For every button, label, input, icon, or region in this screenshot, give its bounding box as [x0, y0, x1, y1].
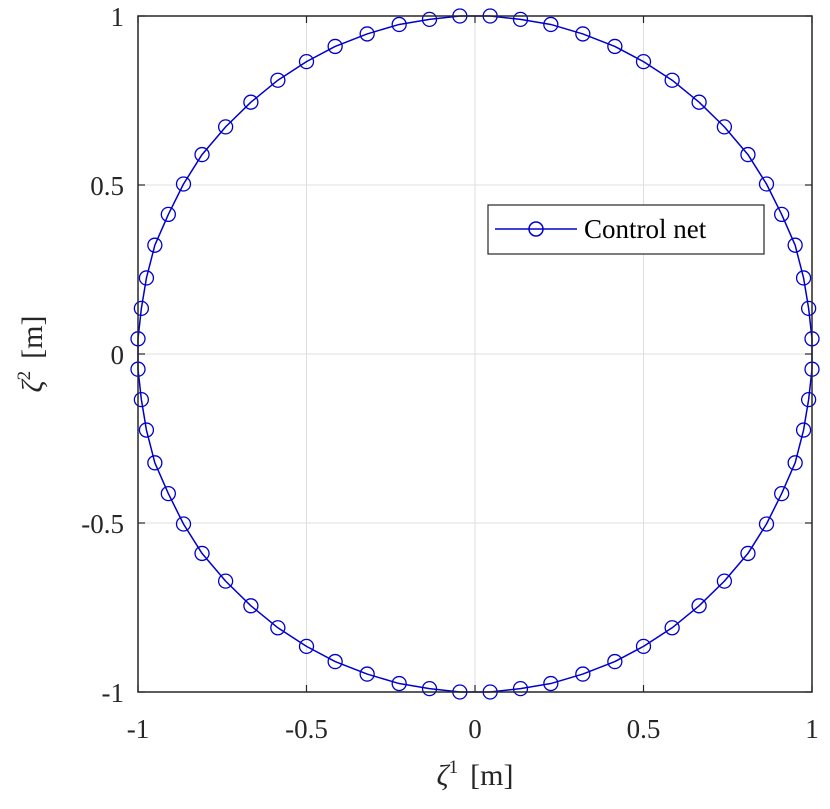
data-point [635, 638, 652, 655]
x-axis-label-unit: [m] [470, 759, 513, 792]
data-point [774, 206, 790, 223]
data-point [607, 38, 623, 55]
x-axis-label-symbol: ζ [437, 759, 451, 792]
data-point [543, 16, 559, 33]
data-point [327, 653, 343, 670]
y-axis-label-sup: 2 [14, 371, 35, 381]
y-axis-label-unit: [m] [16, 316, 49, 359]
data-point [243, 598, 259, 614]
data-point [175, 176, 192, 192]
y-tick-label: -1 [102, 678, 125, 708]
data-point [147, 237, 163, 253]
data-point [138, 270, 155, 286]
data-point [298, 638, 315, 655]
data-point [607, 653, 623, 670]
data-point [740, 146, 756, 163]
data-point [800, 391, 817, 408]
data-point [758, 516, 775, 532]
data-point [175, 516, 192, 532]
data-point [795, 270, 812, 286]
data-point [133, 300, 150, 317]
data-point [160, 485, 176, 502]
data-point [716, 119, 733, 135]
data-point [664, 620, 680, 636]
y-tick-label: -0.5 [81, 509, 124, 539]
data-point [298, 53, 315, 70]
data-point [691, 94, 707, 110]
x-tick-label: -1 [127, 714, 150, 744]
x-axis-label-sup: 1 [449, 757, 459, 778]
data-point [787, 455, 803, 471]
data-point [691, 598, 707, 614]
data-point [217, 573, 234, 589]
data-point [359, 26, 375, 42]
data-point [543, 675, 559, 692]
data-point [243, 94, 259, 110]
data-point [664, 72, 680, 88]
data-point [635, 53, 652, 70]
data-point [716, 573, 733, 589]
legend: Control net [487, 204, 765, 255]
x-axis-label: ζ1 [m] [437, 757, 514, 792]
y-tick-label: 0.5 [90, 171, 124, 201]
x-tick-label: -0.5 [285, 714, 328, 744]
data-point [194, 146, 210, 163]
x-tick-label: 0.5 [627, 714, 661, 744]
x-tick-label: 0 [468, 714, 482, 744]
data-point [512, 11, 529, 28]
y-tick-label: 1 [111, 2, 125, 32]
data-point [787, 237, 803, 253]
y-tick-label: 0 [111, 340, 125, 370]
data-point [575, 666, 591, 682]
data-point [194, 545, 210, 562]
data-point [147, 455, 163, 471]
data-point [160, 206, 176, 223]
data-point [391, 16, 407, 33]
data-point [270, 620, 286, 636]
data-point [327, 38, 343, 55]
ticks [137, 15, 813, 693]
data-point [774, 485, 790, 502]
data-point [421, 680, 438, 697]
x-tick-labels: -1 -0.5 0 0.5 1 [127, 714, 819, 744]
data-point [217, 119, 234, 135]
data-point [758, 176, 775, 192]
x-tick-label: 1 [805, 714, 819, 744]
y-tick-labels: -1 -0.5 0 0.5 1 [81, 2, 124, 708]
data-point [359, 666, 375, 682]
data-point [512, 680, 529, 697]
data-point [270, 72, 286, 88]
y-axis-label: ζ2 [m] [14, 316, 49, 393]
legend-marker-sample [528, 221, 544, 237]
data-point [575, 26, 591, 42]
data-point [133, 391, 150, 408]
data-point [421, 11, 438, 28]
data-point [391, 675, 407, 692]
y-axis-label-symbol: ζ [16, 378, 49, 392]
data-point [795, 422, 812, 438]
data-point [740, 545, 756, 562]
data-point [138, 422, 155, 438]
legend-label: Control net [584, 214, 707, 244]
data-point [800, 300, 817, 317]
